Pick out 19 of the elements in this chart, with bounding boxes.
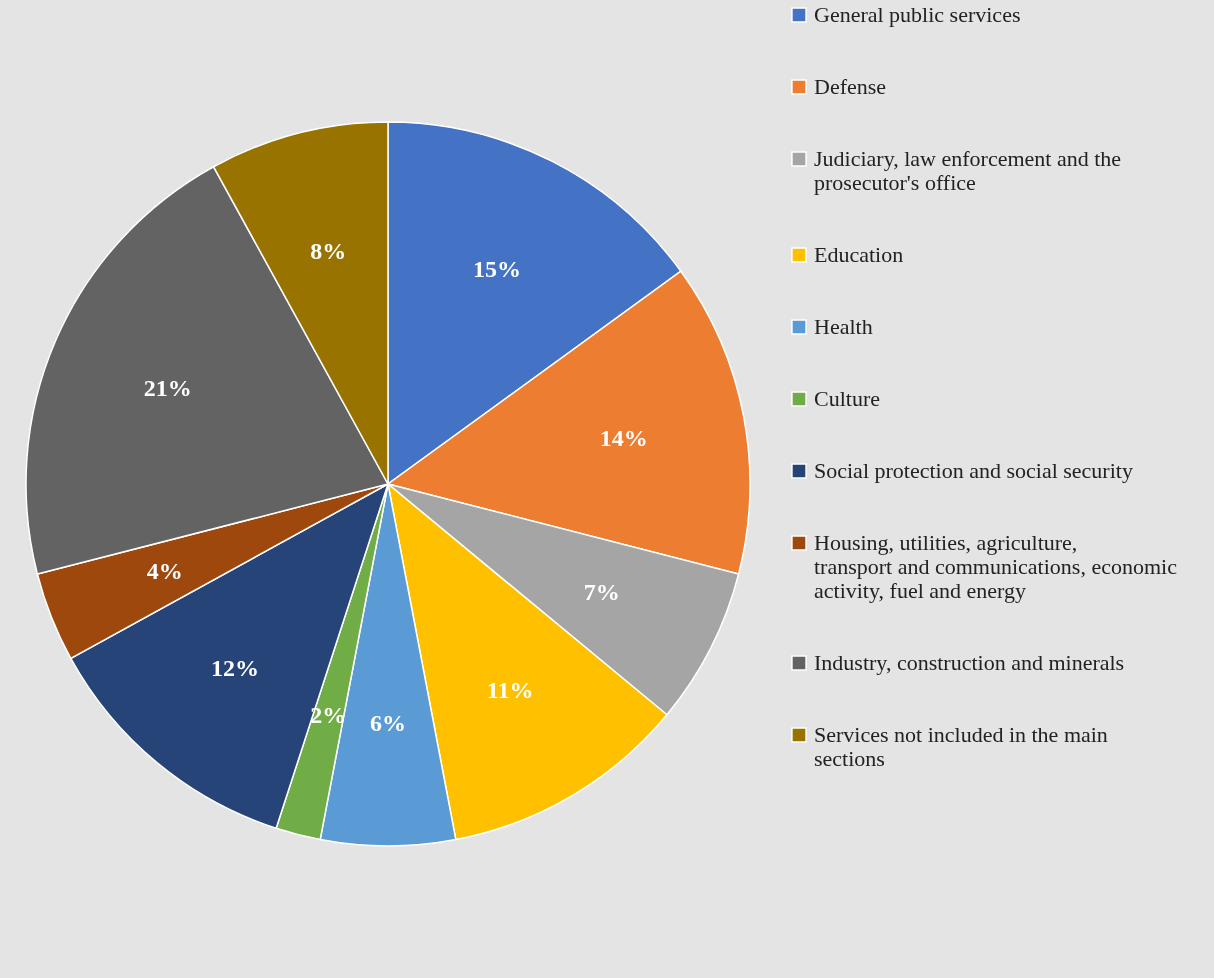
data-label: 8% bbox=[310, 237, 347, 264]
data-label: 12% bbox=[211, 654, 260, 681]
data-label: 7% bbox=[583, 578, 620, 605]
legend-label: Judiciary, law enforcement and the prosecutor's office bbox=[814, 146, 1122, 195]
legend-label: Education bbox=[814, 242, 904, 267]
legend-label: Social protection and social security bbox=[814, 458, 1133, 483]
legend-label: Health bbox=[814, 314, 873, 339]
data-label: 14% bbox=[599, 425, 648, 452]
data-label: 4% bbox=[146, 558, 183, 585]
legend-label: Housing, utilities, agriculture, transport and communications, economic activity, fuel and energy bbox=[814, 530, 1178, 603]
legend-label: Services not included in the main sections bbox=[814, 722, 1108, 771]
data-label: 11% bbox=[486, 676, 534, 703]
data-label: 15% bbox=[472, 256, 521, 283]
legend-label: Culture bbox=[814, 386, 880, 411]
data-label: 21% bbox=[143, 374, 192, 401]
data-label: 6% bbox=[370, 710, 406, 736]
legend-label: Industry, construction and minerals bbox=[814, 650, 1125, 675]
legend-label: General public services bbox=[814, 2, 1021, 27]
legend-label: Defense bbox=[814, 74, 887, 99]
